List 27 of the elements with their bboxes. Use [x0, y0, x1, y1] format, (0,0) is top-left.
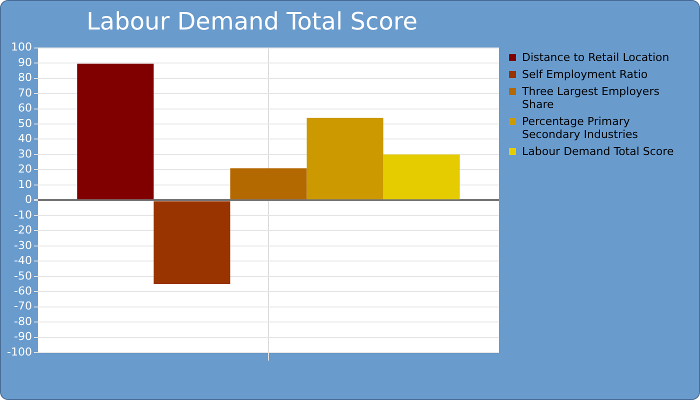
- y-tick-label: -70: [14, 300, 32, 313]
- legend-label: Percentage Primary Secondary Industries: [522, 115, 640, 141]
- y-tick-label: 90: [18, 56, 32, 69]
- y-tick-label: -20: [14, 224, 32, 237]
- y-tick-label: -30: [14, 238, 32, 252]
- y-tick-label: 70: [18, 86, 32, 100]
- y-tick-label: 0: [24, 193, 32, 206]
- y-tick-label: -100: [6, 345, 32, 358]
- chart-title: Labour Demand Total Score: [86, 8, 418, 36]
- legend-label: Distance to Retail Location: [522, 51, 670, 64]
- y-tick-label: -50: [14, 269, 32, 282]
- y-tick-label: 30: [18, 147, 32, 160]
- y-tick-label: -80: [14, 314, 32, 328]
- legend-label: Three Largest Employers Share: [522, 85, 660, 111]
- y-tick-label: -40: [14, 254, 32, 268]
- y-tick-label: 20: [18, 162, 32, 176]
- y-tick-label: 50: [18, 116, 32, 130]
- legend-label: Self Employment Ratio: [522, 68, 648, 81]
- y-tick-label: 60: [18, 102, 32, 115]
- y-tick-label: 80: [18, 71, 32, 84]
- y-tick-label: -90: [14, 330, 32, 344]
- y-tick-label: 10: [18, 178, 32, 191]
- y-tick-label: 100: [10, 40, 32, 54]
- y-tick-label: -10: [14, 208, 32, 222]
- y-tick-label: 40: [18, 132, 32, 146]
- legend-label: Labour Demand Total Score: [522, 145, 674, 158]
- y-tick-label: -60: [14, 284, 32, 298]
